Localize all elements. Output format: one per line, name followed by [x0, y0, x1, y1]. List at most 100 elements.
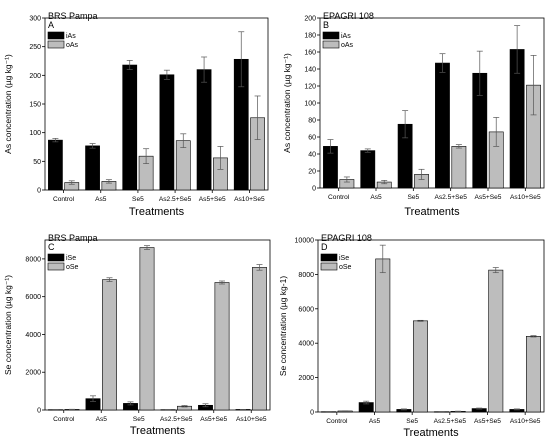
- legend-label-oAs: oAs: [66, 42, 79, 49]
- y-tick-label: 200: [304, 16, 316, 23]
- x-tick-label: As5: [95, 196, 107, 203]
- x-tick-label: Control: [53, 416, 75, 423]
- legend: iAs oAs: [322, 31, 354, 49]
- y-tick-label: 20: [308, 169, 316, 176]
- x-tick-label: As5: [370, 194, 382, 201]
- legend-swatch-oAs: [47, 40, 65, 49]
- x-tick-label: Se5: [407, 194, 419, 201]
- x-tick-label: Control: [53, 196, 75, 203]
- y-tick-label: 4000: [25, 332, 41, 339]
- bar-oAs: [175, 140, 191, 191]
- panel-letter: D: [321, 242, 328, 252]
- y-tick-label: 6000: [298, 306, 314, 313]
- legend-label-iSe: iSe: [66, 255, 76, 262]
- y-tick-label: 50: [33, 159, 41, 166]
- panel-letter: B: [323, 20, 329, 30]
- y-tick-label: 100: [304, 101, 316, 108]
- legend-label-oSe: oSe: [66, 264, 79, 271]
- chart-title: BRS Pampa: [48, 233, 98, 243]
- bar-oSe: [214, 282, 230, 411]
- y-axis-label: As concentration (µg kg⁻¹): [3, 54, 13, 154]
- legend-label-iSe: iSe: [339, 255, 349, 262]
- y-tick-label: 100: [29, 130, 41, 137]
- y-tick-label: 0: [37, 408, 41, 415]
- bar-oSe: [525, 336, 541, 413]
- y-tick-label: 180: [304, 33, 316, 40]
- legend-swatch-iSe: [320, 253, 338, 262]
- x-tick-label: Se5: [132, 196, 144, 203]
- x-axis-label: Treatments: [129, 206, 185, 218]
- bar-iAs: [196, 69, 212, 191]
- y-tick-label: 120: [304, 84, 316, 91]
- y-axis-label: Se concentration (µg kg⁻¹): [3, 275, 13, 375]
- y-axis-label: As concentration (µg kg⁻¹): [282, 53, 292, 153]
- y-tick-label: 0: [310, 410, 314, 417]
- bar-iAs: [48, 139, 63, 191]
- x-tick-label: As5+Se5: [475, 194, 502, 201]
- y-tick-label: 250: [29, 44, 41, 51]
- bar-oSe: [139, 247, 155, 411]
- bar-iAs: [122, 64, 138, 191]
- legend-label-iAs: iAs: [66, 33, 76, 40]
- legend-swatch-iAs: [47, 31, 65, 40]
- y-tick-label: 6000: [25, 294, 41, 301]
- y-tick-label: 0: [37, 188, 41, 195]
- legend: iAs oAs: [47, 31, 79, 49]
- y-tick-label: 60: [308, 135, 316, 142]
- x-tick-label: As5+Se5: [200, 416, 227, 423]
- y-tick-label: 8000: [25, 256, 41, 263]
- bar-iAs: [435, 62, 450, 189]
- chart-panel-b: 0 20 40 60 80 100 120 140 160 180 200 Control As5 Se5…: [282, 11, 545, 218]
- bar-iAs: [85, 145, 100, 191]
- y-tick-label: 200: [29, 73, 41, 80]
- x-tick-label: As2.5+Se5: [159, 196, 192, 203]
- legend-swatch-iSe: [47, 253, 65, 262]
- x-tick-label: Se5: [133, 416, 145, 423]
- x-tick-label: Control: [326, 418, 348, 425]
- bar-iAs: [159, 74, 175, 191]
- legend-label-iAs: iAs: [341, 33, 351, 40]
- x-tick-label: As2.5+Se5: [160, 416, 193, 423]
- x-tick-label: As2.5+Se5: [434, 418, 467, 425]
- x-tick-label: As2.5+Se5: [434, 194, 467, 201]
- y-tick-label: 8000: [298, 272, 314, 279]
- x-tick-label: As5: [96, 416, 108, 423]
- chart-title: BRS Pampa: [48, 11, 98, 21]
- legend-label-oSe: oSe: [339, 264, 352, 271]
- y-tick-label: 300: [29, 16, 41, 23]
- bar-oSe: [102, 279, 117, 411]
- y-axis-label: Se concentration (µg kg-1): [278, 276, 288, 377]
- x-tick-label: As5: [369, 418, 381, 425]
- x-tick-label: Control: [328, 194, 350, 201]
- bar-oSe: [252, 267, 267, 411]
- x-axis-label: Treatments: [404, 206, 460, 218]
- x-axis-label: Treatments: [130, 425, 186, 437]
- legend: iSe oSe: [320, 253, 352, 271]
- legend: iSe oSe: [47, 253, 79, 271]
- x-tick-label: As5+Se5: [474, 418, 501, 425]
- legend-swatch-oSe: [47, 262, 65, 271]
- bar-oAs: [451, 146, 467, 189]
- chart-panel-a: 0 50 100 150 200 250 300 Control As5 Se5 As2.5+Se5…: [3, 11, 269, 218]
- x-tick-label: As10+Se5: [510, 194, 541, 201]
- chart-title: EPAGRI 108: [323, 11, 374, 21]
- bar-oSe: [488, 269, 504, 413]
- legend-label-oAs: oAs: [341, 42, 354, 49]
- panel-letter: C: [48, 242, 55, 252]
- y-tick-label: 80: [308, 118, 316, 125]
- legend-swatch-oSe: [320, 262, 338, 271]
- legend-swatch-iAs: [322, 31, 340, 40]
- panel-letter: A: [48, 20, 54, 30]
- legend-swatch-oAs: [322, 40, 340, 49]
- chart-title: EPAGRI 108: [321, 233, 372, 243]
- bar-oSe: [375, 258, 391, 413]
- chart-panel-c: 0 2000 4000 6000 8000 Control As5 Se5 As2.5+Se5 A…: [3, 233, 271, 437]
- y-tick-label: 2000: [25, 370, 41, 377]
- y-tick-label: 40: [308, 152, 316, 159]
- x-tick-label: As10+Se5: [234, 196, 265, 203]
- bar-iAs: [360, 150, 376, 189]
- y-tick-label: 140: [304, 67, 316, 74]
- y-tick-label: 4000: [298, 341, 314, 348]
- bar-oSe: [412, 320, 428, 413]
